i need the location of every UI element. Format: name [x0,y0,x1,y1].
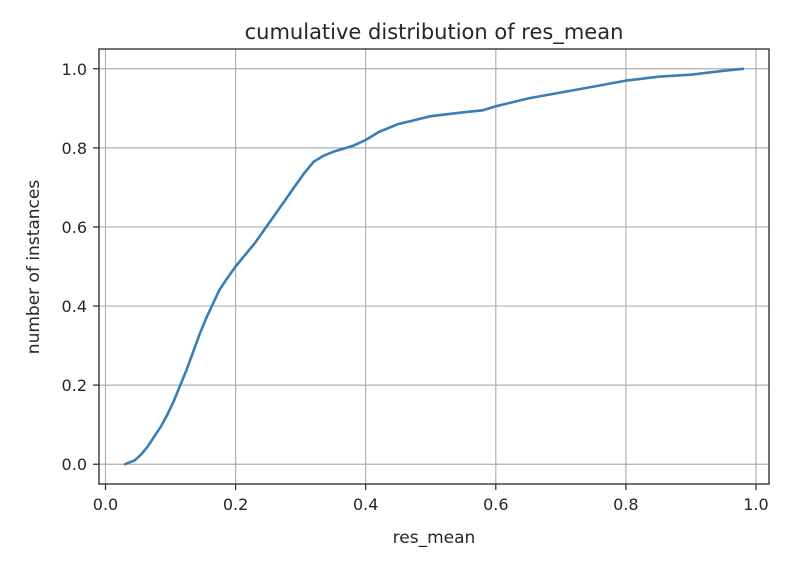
grid [99,49,769,484]
y-axis-label: number of instances [24,180,44,355]
x-tick-label: 0.2 [223,495,248,514]
y-tick-label: 0.8 [62,139,87,158]
y-tick-label: 0.2 [62,376,87,395]
x-tick-label: 0.6 [483,495,508,514]
y-tick-label: 0.0 [62,455,87,474]
y-tick-label: 0.4 [62,297,87,316]
x-axis-label: res_mean [393,528,476,548]
chart-title: cumulative distribution of res_mean [245,20,624,45]
series-layer [123,67,745,466]
cdf-line [123,67,745,466]
x-tick-label: 0.8 [613,495,638,514]
y-tick-label: 1.0 [62,60,87,79]
x-tick-label: 0.4 [353,495,378,514]
y-tick-label: 0.6 [62,218,87,237]
x-tick-label: 1.0 [743,495,768,514]
x-tick-label: 0.0 [93,495,118,514]
plot-frame [98,48,770,485]
ticks: 0.0 0.2 0.4 0.6 0.8 1.0 0.0 0.2 0.4 0.6 0.8 1.0 [62,60,769,514]
